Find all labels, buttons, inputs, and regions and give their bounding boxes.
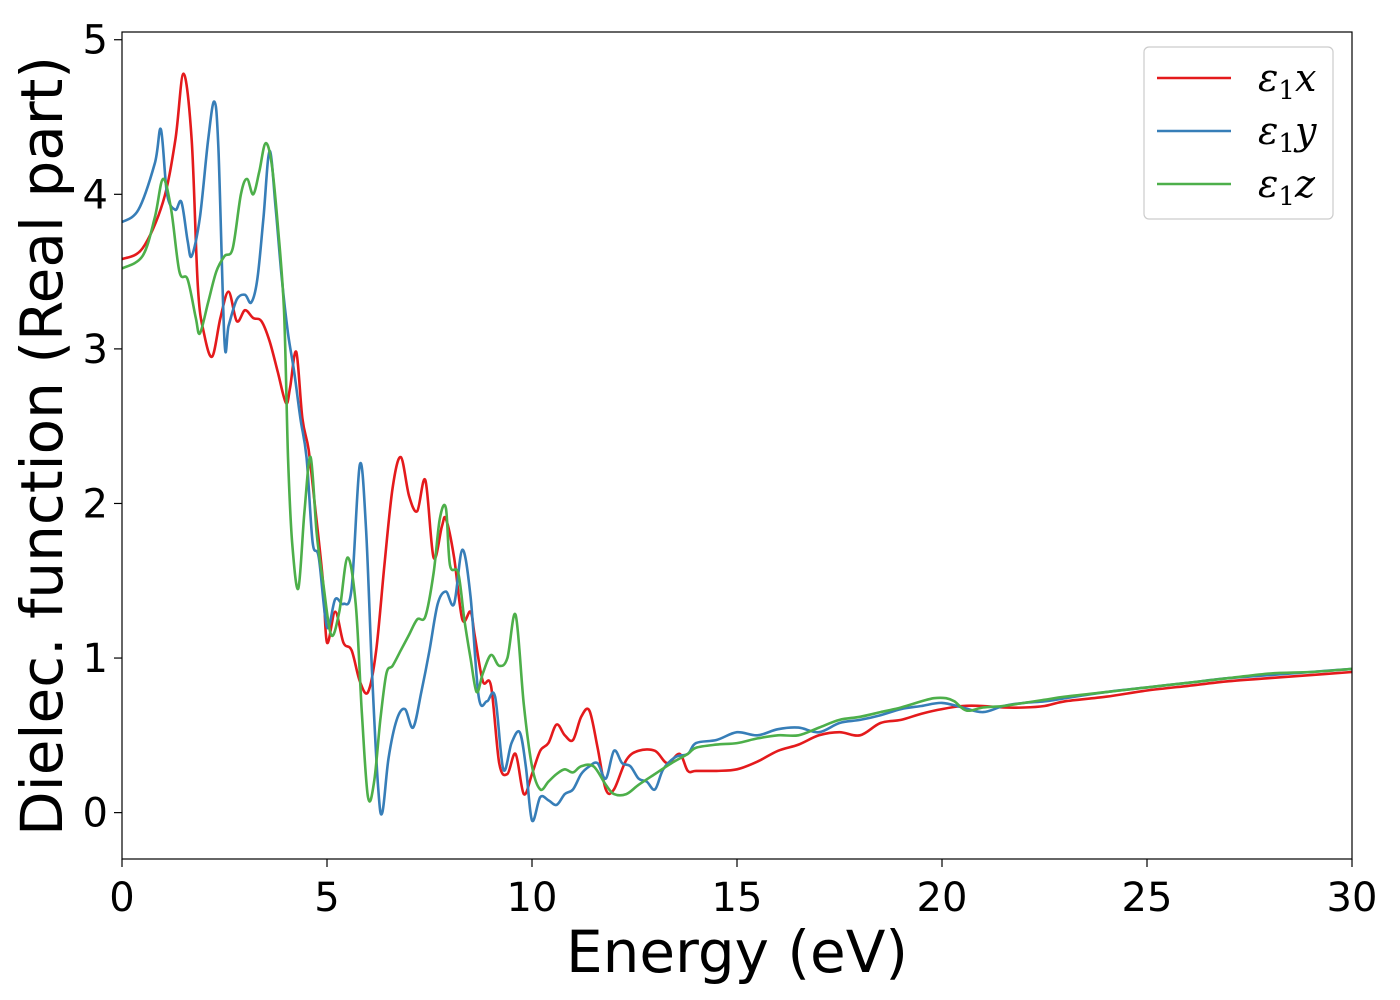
- series-line-y: [122, 100, 1352, 823]
- y-tick-label: 0: [83, 791, 108, 837]
- x-axis-title: Energy (eV): [566, 918, 908, 986]
- legend-label-y: ε1y: [1258, 109, 1317, 159]
- y-tick-label: 5: [83, 18, 108, 64]
- series-line-x: [122, 72, 1352, 796]
- x-tick-label: 15: [712, 875, 763, 921]
- legend-label-x: ε1x: [1258, 56, 1316, 106]
- x-tick-label: 25: [1122, 875, 1173, 921]
- x-tick-label: 5: [314, 875, 339, 921]
- legend-label-z: ε1z: [1258, 162, 1316, 212]
- y-tick-label: 4: [83, 172, 108, 218]
- y-tick-label: 3: [83, 327, 108, 373]
- plot-frame: [121, 31, 1353, 860]
- legend-box: [1143, 46, 1334, 220]
- x-tick-label: 30: [1327, 875, 1378, 921]
- y-axis-ticks: 0 1 2 3 4 5: [83, 18, 122, 837]
- series-line-z: [122, 141, 1352, 803]
- y-tick-label: 1: [83, 636, 108, 682]
- y-axis-title: Dielec. function (Real part): [8, 56, 76, 836]
- plot-lines: [122, 72, 1352, 823]
- y-tick-label: 2: [83, 481, 108, 527]
- x-tick-label: 0: [109, 875, 134, 921]
- x-tick-label: 10: [507, 875, 558, 921]
- x-tick-label: 20: [917, 875, 968, 921]
- x-axis-ticks: 0 5 10 15 20 25 30: [109, 859, 1377, 921]
